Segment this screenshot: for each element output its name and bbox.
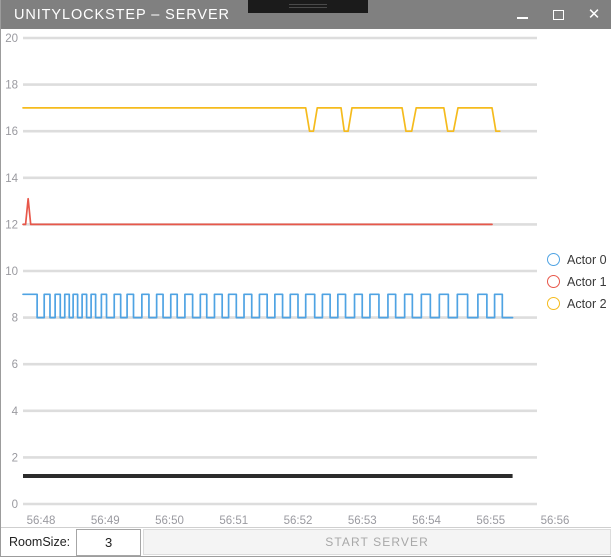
roomsize-label: RoomSize: bbox=[9, 535, 71, 549]
maximize-icon bbox=[552, 9, 564, 20]
bottom-toolbar: RoomSize: START SERVER bbox=[1, 527, 611, 556]
close-icon: ✕ bbox=[587, 6, 601, 23]
minimize-button[interactable] bbox=[504, 0, 540, 29]
y-axis-tick-label: 14 bbox=[5, 173, 18, 185]
legend-label: Actor 2 bbox=[567, 296, 607, 311]
minimize-icon bbox=[516, 17, 528, 19]
x-axis-tick-label: 56:53 bbox=[348, 515, 377, 527]
y-axis-tick-label: 18 bbox=[5, 80, 18, 92]
timeseries-chart: 0 2 4 6 8 10 12 14 16 18 20 56:48 56:49 56:50 56:51 56:… bbox=[5, 33, 570, 527]
chart-series-line bbox=[22, 107, 501, 133]
y-axis-tick-label: 2 bbox=[12, 452, 18, 464]
overlay-notch bbox=[248, 0, 368, 13]
x-axis-tick-label: 56:55 bbox=[476, 515, 505, 527]
chart-area: 0 2 4 6 8 10 12 14 16 18 20 56:48 56:49 56:50 56:51 56:… bbox=[1, 29, 611, 528]
y-axis-tick-label: 10 bbox=[5, 266, 18, 278]
legend-label: Actor 1 bbox=[567, 274, 607, 289]
title-bar[interactable]: UNITYLOCKSTEP – SERVER ✕ bbox=[1, 0, 611, 29]
y-axis-tick-label: 16 bbox=[5, 126, 18, 138]
x-axis-tick-label: 56:50 bbox=[155, 515, 184, 527]
legend-item[interactable]: Actor 1 bbox=[547, 272, 607, 291]
legend-item[interactable]: Actor 0 bbox=[547, 250, 607, 269]
y-axis-tick-label: 4 bbox=[12, 406, 19, 418]
window-controls: ✕ bbox=[504, 0, 611, 29]
chart-series-line bbox=[22, 197, 493, 226]
x-axis-tick-label: 56:49 bbox=[91, 515, 120, 527]
legend-marker-icon bbox=[547, 297, 560, 310]
y-axis-tick-label: 6 bbox=[12, 359, 18, 371]
y-axis-tick-label: 8 bbox=[12, 313, 18, 325]
y-axis-tick-label: 0 bbox=[12, 499, 18, 511]
y-axis-tick-label: 12 bbox=[5, 219, 18, 231]
notch-lines-icon bbox=[289, 4, 327, 9]
legend-marker-icon bbox=[547, 275, 560, 288]
maximize-button[interactable] bbox=[540, 0, 576, 29]
close-button[interactable]: ✕ bbox=[576, 0, 611, 29]
x-axis-tick-label: 56:51 bbox=[219, 515, 248, 527]
x-axis-tick-label: 56:52 bbox=[284, 515, 313, 527]
legend-label: Actor 0 bbox=[567, 252, 607, 267]
start-server-button[interactable]: START SERVER bbox=[143, 529, 611, 555]
chart-series-line bbox=[22, 293, 514, 319]
roomsize-input[interactable] bbox=[76, 529, 142, 556]
chart-legend: Actor 0 Actor 1 Actor 2 bbox=[547, 250, 607, 313]
legend-item[interactable]: Actor 2 bbox=[547, 294, 607, 313]
legend-marker-icon bbox=[547, 253, 560, 266]
x-axis-tick-label: 56:48 bbox=[27, 515, 56, 527]
window-title: UNITYLOCKSTEP – SERVER bbox=[14, 6, 230, 23]
y-axis-tick-label: 20 bbox=[5, 33, 18, 45]
x-axis-tick-label: 56:56 bbox=[541, 515, 570, 527]
x-axis-tick-label: 56:54 bbox=[412, 515, 441, 527]
